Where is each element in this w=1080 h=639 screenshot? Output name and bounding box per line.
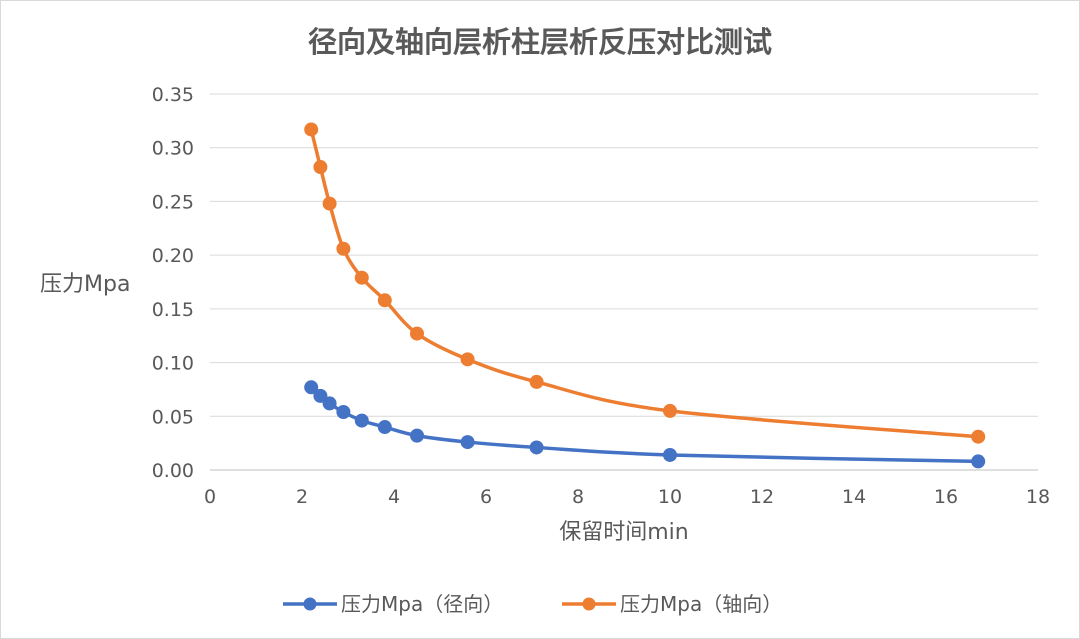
data-point <box>354 270 369 285</box>
series-1 <box>304 380 986 469</box>
data-point <box>377 293 392 308</box>
y-tick-label: 0.25 <box>152 191 194 213</box>
x-tick-label: 16 <box>934 486 958 508</box>
data-point <box>354 413 369 428</box>
data-point <box>971 454 986 469</box>
data-point <box>322 196 337 211</box>
data-point <box>460 352 475 367</box>
data-point <box>529 440 544 455</box>
legend-item-2: 压力Mpa（轴向） <box>562 592 782 616</box>
legend-item-1: 压力Mpa（径向） <box>283 592 503 616</box>
x-tick-label: 2 <box>296 486 308 508</box>
data-point <box>410 326 424 341</box>
x-tick-label: 4 <box>388 486 400 508</box>
series-layer <box>304 122 986 469</box>
x-axis-label: 保留时间min <box>559 520 689 545</box>
y-tick-label: 0.35 <box>152 84 194 106</box>
legend-swatch-marker <box>303 597 317 611</box>
x-axis-ticks: 0 2 4 6 8 10 12 14 16 18 <box>204 486 1050 508</box>
legend-label: 压力Mpa（轴向） <box>620 592 782 616</box>
data-point <box>460 435 475 450</box>
x-tick-label: 0 <box>204 486 216 508</box>
legend-swatch-marker <box>582 597 596 611</box>
x-tick-label: 14 <box>842 486 866 508</box>
y-tick-label: 0.15 <box>152 299 194 321</box>
y-tick-label: 0.20 <box>152 245 194 267</box>
y-tick-label: 0.00 <box>152 460 194 482</box>
data-point <box>377 420 392 435</box>
chart-title: 径向及轴向层析柱层析反压对比测试 <box>308 25 772 59</box>
gridlines <box>210 93 1038 471</box>
legend: 压力Mpa（径向） 压力Mpa（轴向） <box>283 592 782 616</box>
series-line <box>309 127 980 439</box>
y-axis-label: 压力Mpa <box>40 272 130 297</box>
data-point <box>322 396 337 411</box>
series-line <box>309 385 980 464</box>
legend-label: 压力Mpa（径向） <box>341 592 503 616</box>
y-axis-ticks: 0.00 0.05 0.10 0.15 0.20 0.25 0.30 0.35 <box>152 84 194 482</box>
x-tick-label: 18 <box>1026 486 1050 508</box>
data-point <box>313 160 328 175</box>
series-2 <box>304 122 986 444</box>
x-tick-label: 10 <box>658 486 682 508</box>
data-point <box>529 374 544 389</box>
x-tick-label: 12 <box>750 486 774 508</box>
y-tick-label: 0.05 <box>152 406 194 428</box>
data-point <box>304 380 319 395</box>
y-tick-label: 0.10 <box>152 353 194 375</box>
data-point <box>663 447 677 462</box>
data-point <box>336 241 351 256</box>
x-tick-label: 6 <box>480 486 492 508</box>
data-point <box>304 122 319 137</box>
x-tick-label: 8 <box>572 486 584 508</box>
data-point <box>313 388 328 403</box>
y-tick-label: 0.30 <box>152 138 194 160</box>
data-point <box>336 404 351 419</box>
data-point <box>410 428 424 443</box>
data-point <box>663 403 677 418</box>
data-point <box>971 429 986 444</box>
